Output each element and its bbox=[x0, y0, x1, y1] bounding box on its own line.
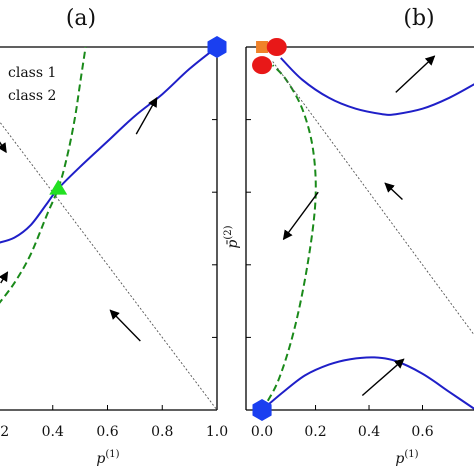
flow-arrow bbox=[395, 55, 436, 93]
panel-label: (b) bbox=[403, 6, 434, 31]
series-line-dotted bbox=[0, 121, 218, 411]
y-axis-label: p̄(2) bbox=[223, 225, 241, 248]
series-line-dotted bbox=[272, 61, 474, 336]
x-tick-label: 0.6 bbox=[96, 424, 118, 440]
flow-arrow bbox=[282, 191, 319, 241]
x-axis-label: p(1) bbox=[395, 449, 418, 467]
circle-marker bbox=[252, 56, 273, 75]
x-tick-label: 0.0 bbox=[251, 424, 273, 440]
flow-arrow bbox=[0, 271, 9, 284]
panel-a: 0.2 0.4 0.6 0.8 1.0 (a) class 1 class 2 p(1) bbox=[0, 6, 228, 467]
circle-marker bbox=[266, 38, 287, 56]
x-tick-label: 0.2 bbox=[304, 424, 326, 440]
series-line-solid bbox=[0, 46, 218, 244]
x-tick-label: 1.0 bbox=[206, 424, 228, 440]
hexagon-marker bbox=[252, 399, 272, 421]
x-tick-label: 0.6 bbox=[411, 424, 433, 440]
flow-arrow bbox=[384, 182, 403, 200]
series-line-dashed bbox=[0, 46, 87, 304]
panel-label: (a) bbox=[66, 6, 96, 31]
x-axis-label: p(1) bbox=[96, 449, 119, 467]
flow-arrow bbox=[135, 96, 158, 135]
square-marker bbox=[256, 41, 269, 53]
legend-entry: class 1 bbox=[8, 65, 56, 81]
x-axis-label-superscript: (1) bbox=[105, 449, 119, 460]
x-tick-label: 0.4 bbox=[42, 424, 64, 440]
panel-b: 0.0 0.2 0.4 0.6 (b) p(1) p̄(2) bbox=[223, 6, 474, 467]
flow-arrow bbox=[109, 309, 141, 342]
y-axis-label-superscript: (2) bbox=[223, 225, 234, 239]
series-line-solid bbox=[280, 57, 474, 116]
series-line-dashed bbox=[261, 64, 317, 411]
hexagon-marker bbox=[207, 36, 227, 58]
triangle-marker bbox=[49, 179, 68, 195]
x-tick-label: 0.8 bbox=[151, 424, 173, 440]
flow-arrow bbox=[361, 358, 405, 397]
x-tick-label: 0.4 bbox=[358, 424, 380, 440]
x-tick-label: 0.2 bbox=[0, 424, 9, 440]
series-line-solid bbox=[261, 356, 474, 411]
legend-entry: class 2 bbox=[8, 88, 56, 104]
flow-arrow bbox=[0, 141, 7, 154]
x-axis-label-superscript: (1) bbox=[404, 449, 418, 460]
